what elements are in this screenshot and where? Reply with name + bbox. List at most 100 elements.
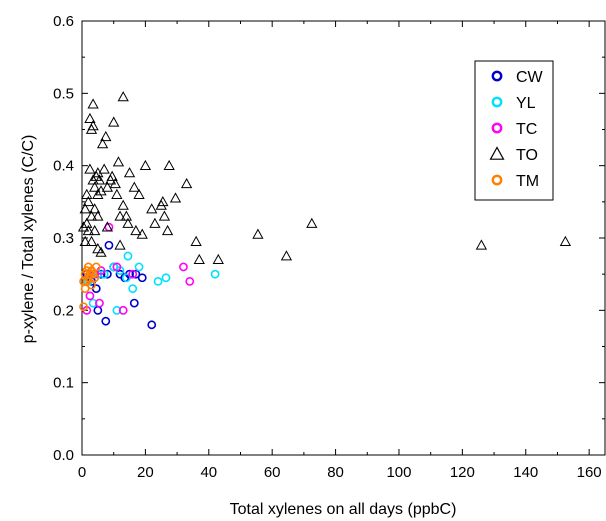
point-tm — [91, 262, 101, 272]
point-to — [92, 188, 104, 199]
point-to — [559, 235, 572, 246]
point-to — [106, 170, 118, 181]
legend-marker-yl — [491, 96, 503, 108]
point-cw — [101, 316, 111, 326]
point-to — [190, 235, 202, 246]
point-to — [77, 221, 90, 232]
legend-marker-tm — [491, 174, 503, 186]
point-to — [92, 210, 104, 221]
x-tick-label: 40 — [200, 464, 217, 481]
y-tick-label: 0.6 — [53, 13, 74, 30]
point-yl — [153, 276, 163, 286]
point-to — [82, 196, 94, 207]
point-to — [79, 235, 91, 246]
point-cw — [104, 240, 114, 250]
point-to — [81, 188, 93, 199]
point-to — [95, 246, 107, 257]
y-axis-title: p-xylene / Total xylenes (C/C) — [20, 135, 37, 344]
y-tick-label: 0.0 — [53, 447, 74, 464]
point-to — [96, 138, 109, 149]
point-to — [84, 112, 96, 123]
x-tick-label: 120 — [450, 464, 475, 481]
point-to — [101, 221, 114, 232]
x-tick-label: 160 — [577, 464, 602, 481]
legend-marker-cw — [491, 70, 503, 82]
point-to — [89, 181, 101, 192]
point-to — [306, 217, 318, 228]
point-yl — [123, 251, 133, 261]
point-to — [193, 253, 205, 265]
point-to — [123, 167, 136, 178]
point-tm — [90, 273, 100, 283]
point-to — [100, 130, 112, 142]
point-to — [128, 181, 140, 192]
point-yl — [128, 284, 138, 294]
point-to — [109, 177, 121, 189]
point-to — [114, 210, 126, 221]
point-to — [280, 250, 293, 261]
y-tick-label: 0.4 — [53, 158, 74, 175]
x-tick-label: 80 — [327, 464, 344, 481]
point-to — [122, 217, 134, 228]
point-to — [158, 210, 171, 221]
x-tick-label: 60 — [264, 464, 281, 481]
legend-marker-to — [489, 146, 505, 160]
point-tc — [85, 291, 95, 301]
point-cw — [102, 269, 112, 279]
point-to — [212, 253, 224, 265]
point-tm — [87, 280, 96, 290]
point-to — [161, 224, 174, 236]
point-to — [111, 188, 123, 199]
point-yl — [210, 269, 220, 279]
point-to — [117, 199, 129, 210]
x-tick-label: 0 — [78, 464, 86, 481]
point-to — [120, 210, 133, 221]
point-to — [98, 163, 110, 174]
x-tick-label: 20 — [137, 464, 154, 481]
y-tick-label: 0.3 — [53, 230, 74, 247]
point-tc — [118, 305, 128, 315]
point-to — [101, 181, 114, 192]
legend-label-tc: TC — [516, 121, 537, 138]
point-to — [252, 228, 264, 239]
point-to — [87, 120, 99, 131]
point-tc — [95, 298, 104, 308]
point-to — [85, 210, 98, 221]
point-to — [157, 196, 169, 207]
point-to — [169, 192, 182, 203]
point-to — [82, 224, 94, 236]
point-to — [114, 239, 126, 250]
point-cw — [93, 305, 103, 315]
legend-marker-tc — [491, 122, 503, 134]
point-cw — [147, 320, 157, 330]
point-to — [163, 159, 175, 171]
point-tc — [128, 269, 138, 279]
legend-box — [474, 60, 554, 201]
point-to — [89, 203, 101, 214]
point-yl — [109, 262, 119, 272]
x-tick-label: 140 — [513, 464, 538, 481]
point-yl — [112, 305, 122, 315]
point-to — [149, 217, 161, 228]
y-tick-label: 0.5 — [53, 85, 74, 102]
point-to — [87, 98, 99, 109]
point-yl — [161, 273, 171, 283]
point-tc — [179, 262, 188, 272]
y-tick-label: 0.1 — [53, 375, 74, 392]
point-cw — [131, 269, 141, 279]
legend-label-tm: TM — [516, 173, 539, 190]
y-tick-label: 0.2 — [53, 302, 74, 319]
point-to — [180, 177, 193, 189]
point-to — [136, 228, 148, 239]
point-yl — [88, 298, 98, 308]
legend-label-cw: CW — [516, 69, 544, 86]
point-to — [146, 203, 158, 214]
point-yl — [134, 262, 144, 272]
point-to — [84, 163, 96, 174]
point-yl — [121, 273, 131, 283]
point-to — [85, 235, 98, 246]
point-to — [130, 224, 142, 236]
point-to — [93, 174, 106, 185]
point-to — [108, 116, 120, 127]
point-to — [112, 156, 125, 167]
